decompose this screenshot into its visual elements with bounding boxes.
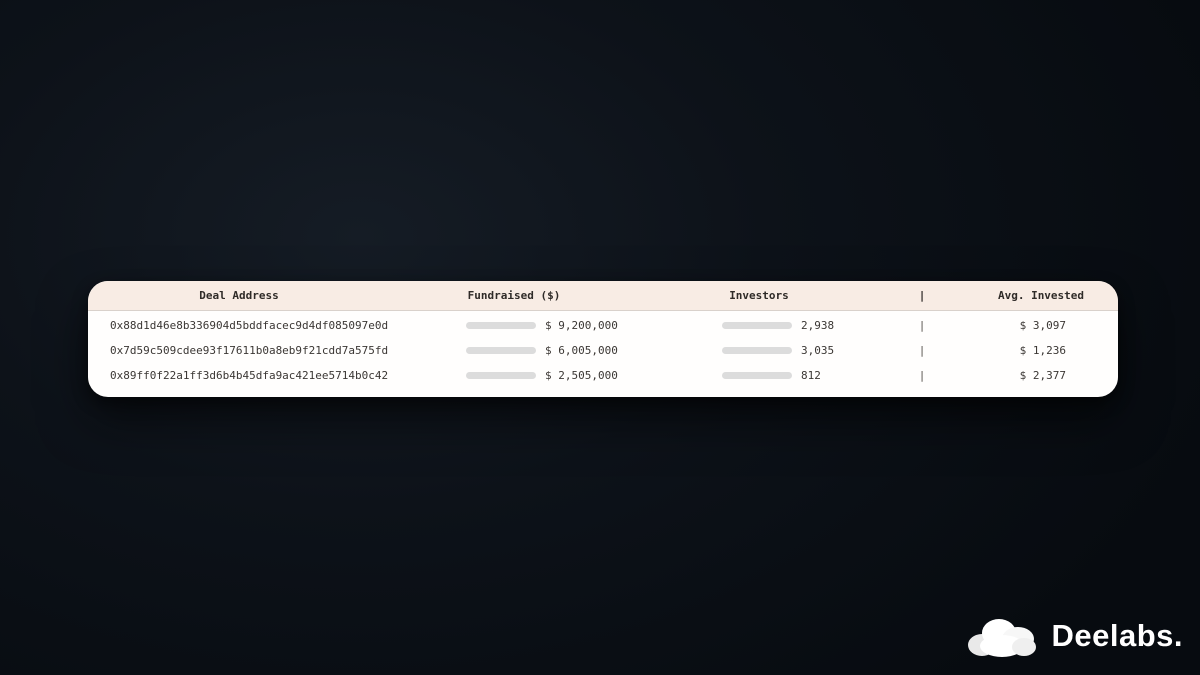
fundraised-value: $ 6,005,000: [545, 344, 618, 357]
separator-pipe: |: [918, 369, 926, 382]
column-header-investors: Investors: [729, 289, 789, 302]
investors-cell: 3,035: [638, 344, 880, 357]
table-row[interactable]: 0x88d1d46e8b336904d5bddfacec9d4df085097e…: [88, 313, 1118, 338]
table-header-row: Deal Address Fundraised ($) Investors | …: [88, 281, 1118, 311]
fundraised-value: $ 2,505,000: [545, 369, 618, 382]
investors-cell: 812: [638, 369, 880, 382]
avg-invested-value: $ 3,097: [1019, 319, 1066, 332]
investors-progress-bar: [722, 372, 792, 379]
avg-invested-value: $ 2,377: [1019, 369, 1066, 382]
investors-value: 2,938: [801, 319, 835, 332]
column-header-avg-invested: Avg. Invested: [997, 289, 1085, 302]
column-header-fundraised: Fundraised ($): [467, 289, 561, 302]
deal-address: 0x7d59c509cdee93f17611b0a8eb9f21cdd7a575…: [110, 344, 389, 357]
fundraised-progress-bar: [466, 322, 536, 329]
column-header-separator: |: [918, 289, 926, 302]
cloud-icon: [968, 619, 1037, 657]
deal-address: 0x88d1d46e8b336904d5bddfacec9d4df085097e…: [110, 319, 389, 332]
fundraised-value: $ 9,200,000: [545, 319, 618, 332]
separator-pipe: |: [918, 344, 926, 357]
investors-progress-bar: [722, 347, 792, 354]
fundraised-cell: $ 9,200,000: [390, 319, 638, 332]
fundraised-cell: $ 6,005,000: [390, 344, 638, 357]
fundraised-cell: $ 2,505,000: [390, 369, 638, 382]
table-row[interactable]: 0x89ff0f22a1ff3d6b4b45dfa9ac421ee5714b0c…: [88, 363, 1118, 388]
separator-pipe: |: [918, 319, 926, 332]
investors-progress-bar: [722, 322, 792, 329]
investors-value: 3,035: [801, 344, 835, 357]
fundraised-progress-bar: [466, 347, 536, 354]
investors-cell: 2,938: [638, 319, 880, 332]
deelabs-logo: Deelabs.: [966, 613, 1183, 659]
deal-address: 0x89ff0f22a1ff3d6b4b45dfa9ac421ee5714b0c…: [110, 369, 389, 382]
table-row[interactable]: 0x7d59c509cdee93f17611b0a8eb9f21cdd7a575…: [88, 338, 1118, 363]
investors-value: 812: [801, 369, 821, 382]
avg-invested-value: $ 1,236: [1019, 344, 1066, 357]
logo-text: Deelabs.: [1051, 618, 1183, 653]
deals-table-card: Deal Address Fundraised ($) Investors | …: [88, 281, 1118, 397]
table-body: 0x88d1d46e8b336904d5bddfacec9d4df085097e…: [88, 311, 1118, 388]
fundraised-progress-bar: [466, 372, 536, 379]
column-header-deal-address: Deal Address: [199, 289, 279, 302]
